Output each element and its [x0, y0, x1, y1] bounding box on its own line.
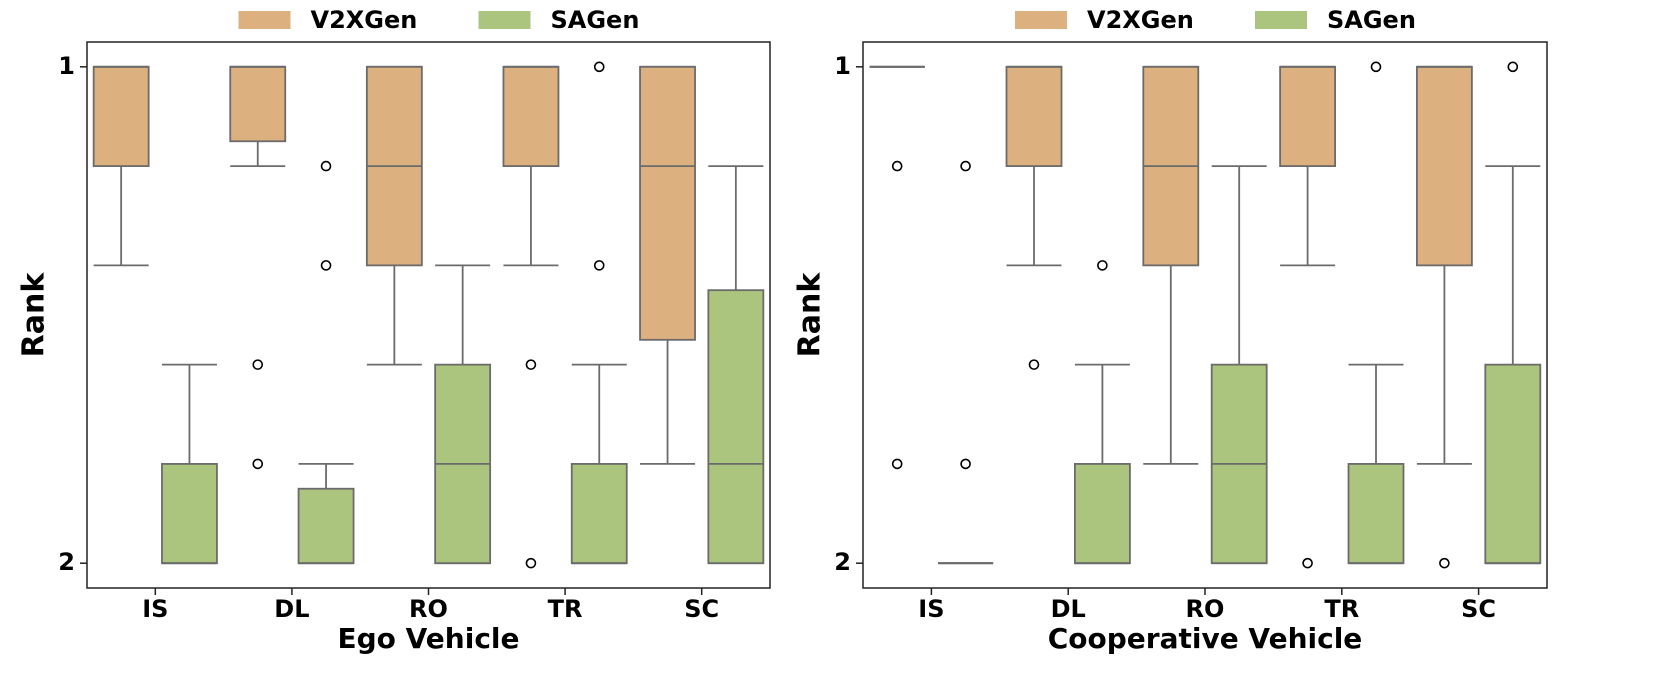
x-tick-label: SC — [684, 595, 719, 623]
box — [1279, 65, 1336, 167]
y-axis-label: Rank — [793, 272, 828, 358]
x-tick-label: SC — [1461, 595, 1496, 623]
y-tick-label: 2 — [834, 548, 851, 576]
x-tick-label: TR — [548, 595, 583, 623]
box — [1074, 463, 1131, 565]
y-tick-label: 1 — [58, 52, 75, 80]
box — [1005, 65, 1063, 167]
legend-label: V2XGen — [1087, 6, 1194, 34]
legend-swatch — [478, 11, 531, 29]
legend-label: SAGen — [551, 6, 640, 34]
legend-label: SAGen — [1327, 6, 1416, 34]
box — [570, 463, 628, 565]
outlier — [252, 359, 264, 370]
outlier — [252, 458, 264, 470]
box — [92, 65, 150, 167]
outlier — [525, 359, 537, 370]
x-axis-label: Cooperative Vehicle — [1048, 622, 1363, 655]
legend-swatch — [238, 11, 291, 29]
x-tick-label: DL — [1051, 595, 1086, 623]
box — [229, 65, 287, 143]
outlier — [1370, 61, 1382, 73]
box — [502, 65, 560, 167]
outlier — [1028, 359, 1040, 370]
outlier — [593, 260, 605, 271]
box — [1484, 363, 1542, 565]
outlier — [1439, 557, 1450, 569]
x-tick-label: IS — [142, 595, 168, 623]
box — [1416, 65, 1473, 267]
outlier — [593, 61, 605, 73]
outlier — [960, 458, 971, 470]
y-axis-label: Rank — [17, 272, 52, 358]
box — [161, 463, 218, 565]
x-tick-label: TR — [1324, 595, 1359, 623]
outlier — [960, 160, 971, 172]
outlier — [320, 160, 332, 172]
box — [639, 65, 696, 341]
outlier — [525, 557, 537, 569]
legend-swatch — [1015, 11, 1067, 29]
x-axis-label: Ego Vehicle — [338, 622, 520, 655]
outlier — [891, 160, 903, 172]
y-tick-label: 2 — [58, 548, 75, 576]
outlier — [891, 458, 903, 470]
box — [297, 487, 355, 565]
x-tick-label: DL — [274, 595, 309, 623]
outlier — [320, 260, 332, 271]
box — [707, 289, 765, 565]
box — [1347, 463, 1405, 565]
x-tick-label: RO — [1186, 595, 1225, 623]
x-tick-label: RO — [409, 595, 448, 623]
outlier — [1507, 61, 1519, 73]
outlier — [1097, 260, 1108, 271]
legend-label: V2XGen — [311, 6, 418, 34]
outlier — [1302, 557, 1313, 569]
x-tick-label: IS — [918, 595, 944, 623]
y-tick-label: 1 — [834, 52, 851, 80]
legend-swatch — [1255, 11, 1307, 29]
